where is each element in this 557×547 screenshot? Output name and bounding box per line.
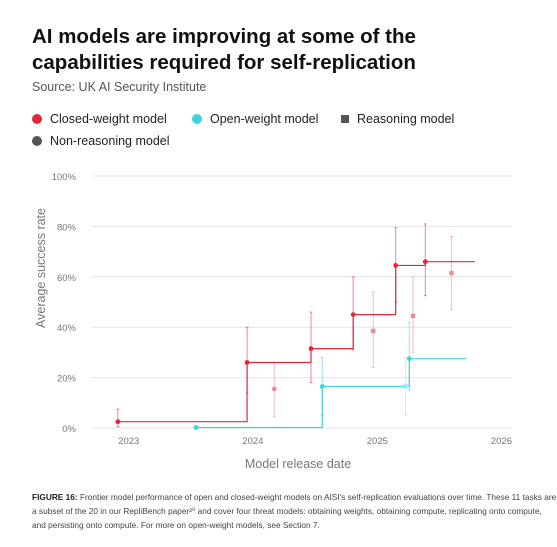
y-tick-label: 80% (57, 222, 77, 233)
legend-open-marker (192, 114, 202, 124)
legend-reasoning: Reasoning model (341, 112, 454, 126)
data-point-open (319, 384, 325, 389)
frontier-line-closed (117, 261, 475, 423)
data-point-open (193, 425, 199, 430)
y-tick-label: 0% (62, 424, 76, 435)
data-point-closed (422, 259, 428, 265)
data-point-closed (410, 313, 416, 319)
legend-closed-label: Closed-weight model (50, 112, 167, 126)
legend-open-label: Open-weight model (210, 112, 319, 126)
x-tick-label: 2025 (367, 436, 388, 447)
data-point-closed (244, 360, 250, 365)
figure-caption: FIGURE 16: Frontier model performance of… (32, 490, 557, 532)
error-bars (116, 223, 453, 429)
chart-title: AI models are improving at some of the c… (32, 25, 416, 74)
frontier-line-open (196, 358, 467, 429)
data-point-closed (271, 386, 277, 392)
chart-plot: 0% 20% 40% 60% 80% 100% 2023 2024 2025 2026 Aver… (34, 172, 512, 471)
legend-nonreasoning-marker (32, 136, 42, 146)
legend-closed-marker (32, 114, 42, 124)
legend-nonreasoning: Non-reasoning model (32, 134, 170, 148)
x-tick-label: 2024 (242, 436, 263, 447)
y-axis-label: Average success rate (34, 208, 48, 328)
legend-open: Open-weight model (192, 112, 318, 126)
data-point-closed (449, 270, 454, 276)
data-point-closed (371, 328, 376, 334)
legend-reasoning-label: Reasoning model (357, 112, 455, 126)
caption-text: Frontier model performance of open and c… (32, 492, 557, 530)
legend-reasoning-marker (341, 115, 349, 123)
data-point-closed (115, 419, 121, 425)
data-point-closed (393, 263, 399, 268)
caption-label: FIGURE 16: (32, 492, 78, 502)
y-tick-label: 60% (57, 273, 77, 284)
x-tick-label: 2023 (118, 436, 139, 447)
data-point-open (406, 356, 412, 362)
x-axis-ticks: 2023 2024 2025 2026 (118, 436, 512, 447)
data-point-open (403, 384, 408, 389)
y-axis-ticks: 0% 20% 40% 60% 80% 100% (52, 172, 77, 435)
y-tick-label: 40% (57, 323, 77, 334)
chart-subtitle: Source: UK AI Security Institute (32, 80, 207, 94)
y-tick-label: 100% (52, 172, 77, 183)
legend-nonreasoning-label: Non-reasoning model (50, 134, 170, 148)
data-point-closed (308, 346, 314, 352)
legend-closed: Closed-weight model (32, 112, 167, 126)
x-tick-label: 2026 (491, 436, 512, 447)
y-tick-label: 20% (57, 374, 77, 385)
x-axis-label: Model release date (245, 457, 351, 471)
data-points (115, 259, 454, 430)
frontier-lines (117, 261, 475, 429)
chart-grid (92, 175, 512, 429)
data-point-closed (350, 312, 356, 317)
